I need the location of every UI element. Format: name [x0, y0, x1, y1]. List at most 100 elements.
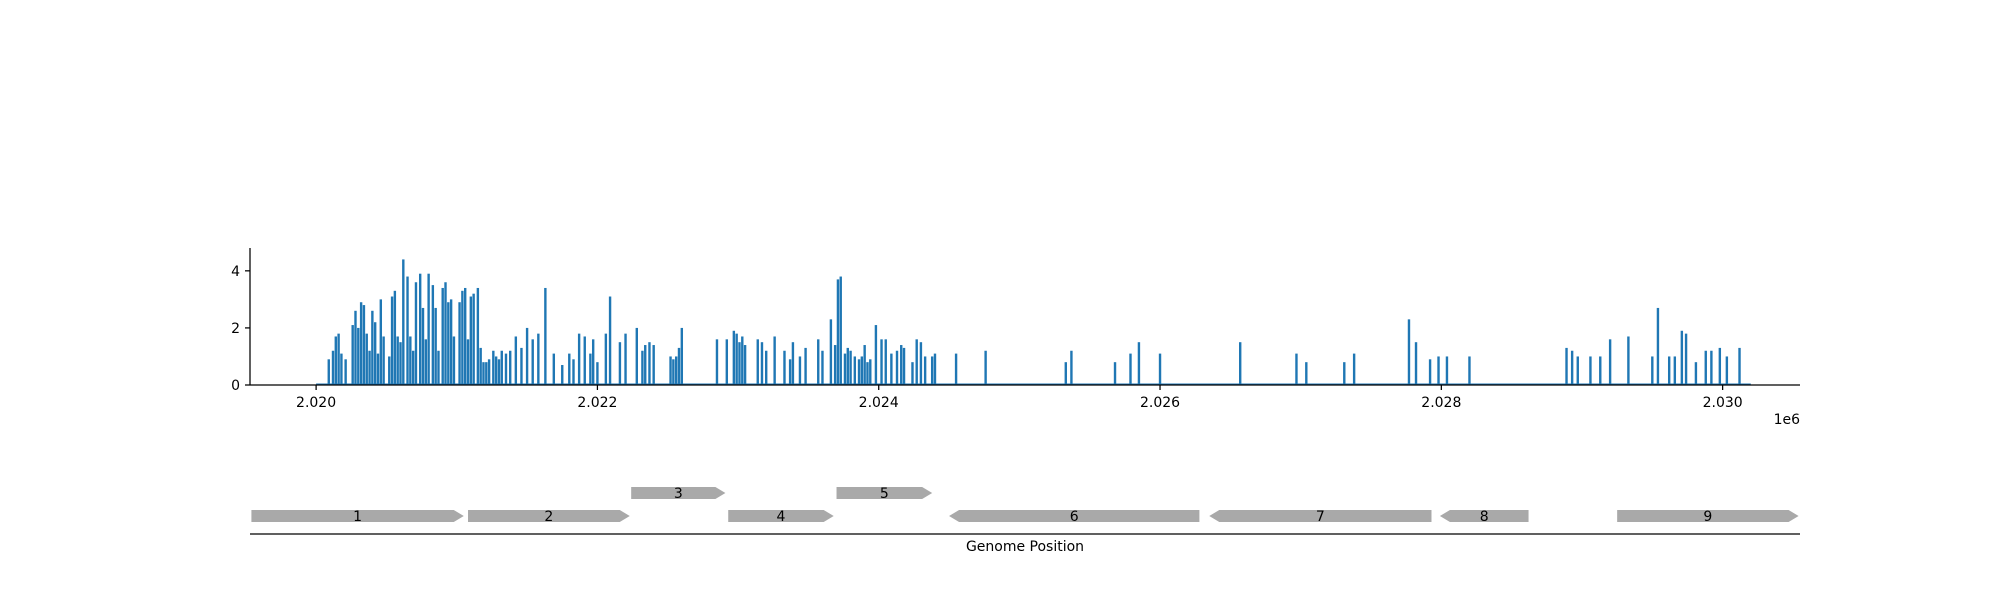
coverage-bar	[1710, 350, 1713, 385]
coverage-bar	[421, 307, 425, 385]
coverage-chart: 2.020 2.022 2.024 2.026 2.028 2.030 0 2 4 1e6	[231, 248, 1800, 428]
coverage-bar	[461, 290, 464, 385]
coverage-bar	[725, 339, 729, 385]
coverage-bar	[591, 339, 595, 385]
coverage-bar	[552, 353, 556, 385]
coverage-bar	[839, 276, 842, 385]
coverage-bar	[798, 356, 802, 385]
x-tick-label: 2.024	[859, 395, 899, 411]
coverage-bar	[648, 342, 651, 385]
coverage-bar	[1407, 319, 1411, 385]
coverage-bar	[863, 345, 866, 385]
coverage-bar	[357, 327, 360, 385]
coverage-bar	[537, 333, 540, 386]
gene-arrows: 1 2 3 4 5 6 7 8 9	[251, 486, 1799, 525]
coverage-bar	[464, 287, 467, 385]
coverage-bar	[1667, 356, 1671, 385]
coverage-bar	[1070, 350, 1073, 385]
coverage-bar	[732, 330, 736, 385]
x-ticks: 2.020 2.022 2.024 2.026 2.028 2.030	[296, 385, 1743, 411]
coverage-bar	[1576, 356, 1579, 385]
gene-label: 8	[1480, 509, 1489, 525]
coverage-bar	[900, 345, 903, 385]
coverage-bar	[452, 336, 456, 385]
coverage-bar	[1064, 362, 1067, 385]
coverage-bar	[500, 350, 503, 385]
gene-arrow	[251, 510, 464, 522]
coverage-bar	[411, 350, 415, 385]
coverage-bar	[618, 342, 622, 385]
coverage-bar	[368, 350, 371, 385]
coverage-bar	[476, 287, 480, 385]
coverage-bar	[1680, 330, 1684, 385]
y-ticks: 0 2 4	[231, 264, 250, 394]
coverage-bar	[1305, 362, 1308, 385]
gene-map: 1 2 3 4 5 6 7 8 9 Genome Position	[250, 486, 1800, 555]
gene-label: 3	[674, 486, 683, 502]
coverage-bar	[919, 342, 923, 385]
coverage-bar	[1428, 359, 1432, 385]
coverage-bar	[359, 302, 363, 385]
coverage-bar	[677, 347, 681, 385]
coverage-bar	[427, 273, 430, 385]
coverage-bar	[1725, 356, 1729, 385]
x-tick-label: 2.020	[296, 395, 336, 411]
coverage-bar	[1565, 347, 1568, 385]
coverage-bar	[833, 345, 837, 385]
coverage-bar	[406, 276, 409, 385]
coverage-bar	[458, 302, 461, 385]
coverage-bar	[930, 356, 934, 385]
coverage-bar	[351, 325, 354, 385]
coverage-bar	[652, 345, 655, 385]
y-tick-label: 2	[231, 321, 240, 337]
coverage-bar	[434, 307, 437, 385]
coverage-bar	[492, 350, 495, 385]
coverage-bar	[1158, 353, 1162, 385]
coverage-bar	[327, 359, 330, 385]
coverage-bar	[1684, 333, 1688, 386]
coverage-bar	[393, 290, 397, 385]
coverage-bar	[1651, 356, 1654, 385]
coverage-bar	[1608, 339, 1612, 385]
coverage-bar	[923, 356, 927, 385]
coverage-bar	[373, 322, 377, 385]
coverage-bar	[466, 339, 470, 385]
coverage-bar	[890, 353, 893, 385]
coverage-bar	[741, 336, 744, 385]
x-scale-label: 1e6	[1774, 412, 1801, 428]
coverage-bar	[340, 353, 343, 385]
coverage-bar	[1445, 356, 1449, 385]
coverage-bar	[817, 339, 820, 385]
coverage-bar	[589, 353, 592, 385]
coverage-bar	[791, 342, 795, 385]
coverage-bar	[354, 310, 357, 385]
gene-label: 9	[1703, 509, 1712, 525]
coverage-bar	[866, 362, 869, 385]
coverage-bar	[821, 350, 824, 385]
coverage-bar	[911, 362, 914, 385]
coverage-bar	[331, 350, 335, 385]
gene-arrow	[949, 510, 1200, 522]
gene-arrow	[1209, 510, 1432, 522]
coverage-bar	[760, 342, 764, 385]
coverage-bar	[669, 356, 672, 385]
coverage-bar	[441, 287, 444, 385]
coverage-bar	[756, 339, 759, 385]
coverage-bar	[337, 333, 340, 386]
coverage-bar	[1343, 362, 1346, 385]
coverage-bar	[1704, 350, 1707, 385]
coverage-bar	[402, 259, 405, 385]
coverage-bar	[738, 342, 741, 385]
x-tick-label: 2.026	[1140, 395, 1180, 411]
coverage-bar	[849, 350, 852, 385]
coverage-bar	[836, 279, 840, 385]
coverage-bar	[472, 293, 475, 385]
coverage-bar	[399, 342, 402, 385]
coverage-bar	[469, 296, 473, 385]
coverage-bar	[884, 339, 887, 385]
gene-arrow	[728, 510, 834, 522]
coverage-bar	[390, 296, 394, 385]
coverage-bar	[604, 333, 608, 386]
coverage-bar	[846, 347, 849, 385]
coverage-bar	[525, 327, 529, 385]
